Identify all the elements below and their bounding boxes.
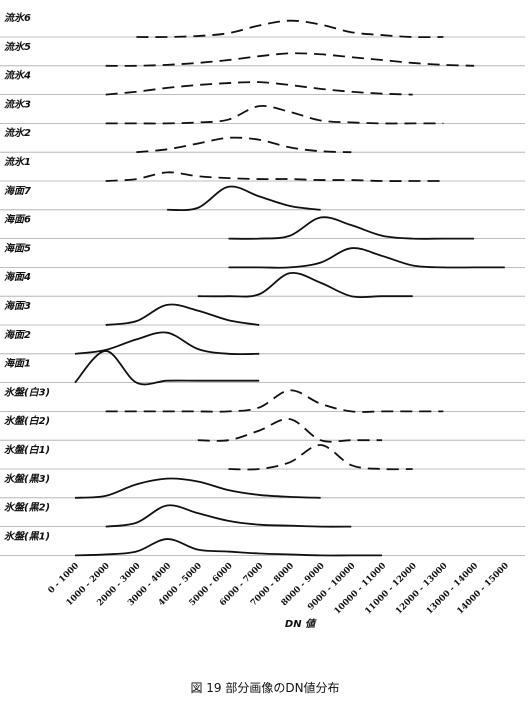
ridge-line: [105, 389, 444, 413]
ridge-line: [105, 171, 444, 182]
row-label: 海面1: [4, 358, 31, 370]
ridge-line: [105, 303, 260, 326]
caption: 図 19 部分画像のDN値分布: [190, 680, 339, 695]
ridge-line: [74, 477, 321, 499]
ridge-line: [136, 19, 444, 39]
row-label: 流氷1: [4, 156, 31, 168]
ridge-line: [197, 271, 413, 299]
row-label: 氷盤(黒2): [4, 502, 50, 514]
row-label: 海面6: [4, 214, 31, 226]
row-label: 海面4: [4, 271, 31, 283]
row-label: 氷盤(白2): [4, 415, 50, 427]
row-label: 海面2: [4, 329, 31, 341]
row-label: 流氷5: [4, 41, 31, 53]
ridge-line: [105, 81, 413, 96]
row-label: 海面7: [4, 185, 31, 197]
row-label: 流氷2: [4, 127, 31, 139]
row-label: 氷盤(白3): [4, 386, 50, 398]
ridge-line: [167, 185, 321, 212]
row-label: 海面3: [4, 300, 31, 312]
ridge-line: [74, 350, 260, 386]
row-label: 流氷3: [4, 98, 31, 110]
ridge-line: [74, 331, 260, 356]
row-label: 氷盤(白1): [4, 444, 50, 456]
ridge-line: [105, 504, 352, 528]
ridge-line: [228, 216, 475, 240]
row-label: 氷盤(黒1): [4, 530, 50, 542]
ridge-line: [228, 444, 413, 471]
row-label: 海面5: [4, 242, 31, 254]
row-label: 氷盤(黒3): [4, 473, 50, 485]
ridge-line: [197, 418, 382, 443]
row-label: 流氷4: [4, 70, 31, 82]
row-label: 流氷6: [4, 12, 31, 24]
x-axis-title: DN 値: [285, 618, 317, 630]
ridge-line: [74, 538, 382, 557]
ridge-line: [136, 136, 352, 154]
ridge-line: [105, 52, 475, 67]
ridge-line: [105, 105, 444, 125]
ridge-line: [228, 247, 505, 269]
